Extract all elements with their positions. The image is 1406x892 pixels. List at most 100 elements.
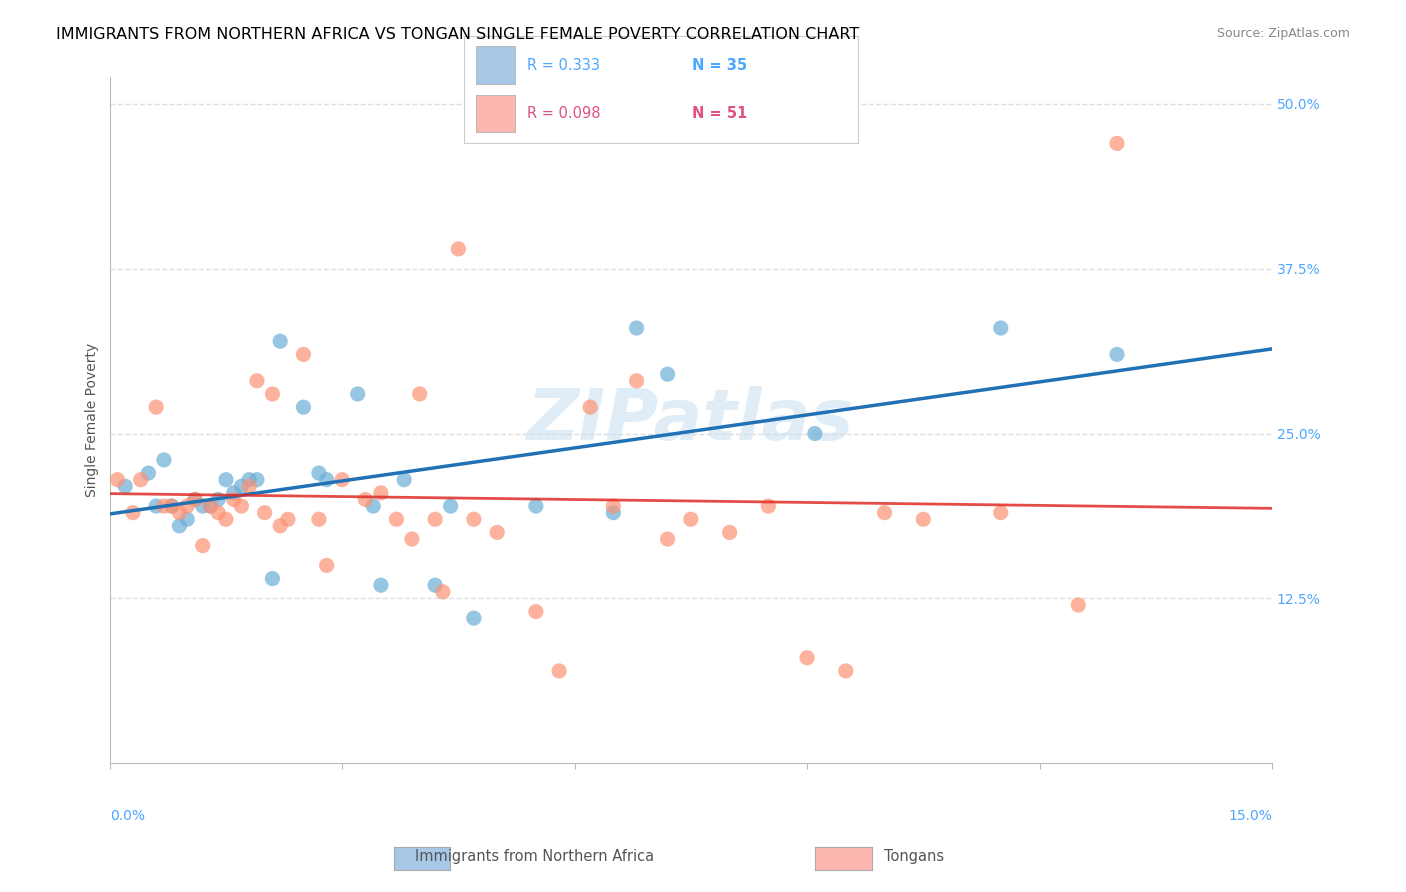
Point <box>912 512 935 526</box>
Point <box>262 387 284 401</box>
Text: Tongans: Tongans <box>884 849 943 863</box>
Point <box>990 321 1012 335</box>
Point <box>447 242 470 256</box>
Point <box>191 539 214 553</box>
Point <box>145 400 167 414</box>
Point <box>122 506 145 520</box>
Point <box>246 374 269 388</box>
Point <box>756 499 779 513</box>
Point <box>138 466 160 480</box>
Point <box>184 492 207 507</box>
Point <box>626 321 648 335</box>
Point <box>207 492 229 507</box>
Point <box>308 512 330 526</box>
Point <box>315 558 337 573</box>
Point <box>873 506 896 520</box>
Point <box>370 486 392 500</box>
Point <box>835 664 858 678</box>
Text: IMMIGRANTS FROM NORTHERN AFRICA VS TONGAN SINGLE FEMALE POVERTY CORRELATION CHAR: IMMIGRANTS FROM NORTHERN AFRICA VS TONGA… <box>56 27 859 42</box>
Text: ZIPatlas: ZIPatlas <box>527 386 855 455</box>
Point <box>169 506 191 520</box>
Point <box>385 512 408 526</box>
Point <box>990 506 1012 520</box>
Point <box>184 492 207 507</box>
Point <box>440 499 463 513</box>
Point <box>602 506 624 520</box>
Point <box>153 453 176 467</box>
Point <box>200 499 222 513</box>
Point <box>114 479 136 493</box>
Text: N = 35: N = 35 <box>692 58 748 73</box>
Point <box>463 611 485 625</box>
Point <box>215 473 238 487</box>
Point <box>176 499 198 513</box>
Point <box>361 499 384 513</box>
Point <box>169 519 191 533</box>
Text: R = 0.333: R = 0.333 <box>527 58 600 73</box>
Point <box>308 466 330 480</box>
Point <box>679 512 702 526</box>
Point <box>524 605 547 619</box>
Text: Source: ZipAtlas.com: Source: ZipAtlas.com <box>1216 27 1350 40</box>
Point <box>370 578 392 592</box>
Point <box>626 374 648 388</box>
Point <box>796 650 818 665</box>
Point <box>718 525 741 540</box>
Point <box>1105 136 1128 151</box>
Point <box>231 479 253 493</box>
Point <box>392 473 415 487</box>
Point <box>579 400 602 414</box>
FancyBboxPatch shape <box>475 95 515 132</box>
Point <box>262 572 284 586</box>
Point <box>315 473 337 487</box>
Point <box>486 525 509 540</box>
Point <box>160 499 183 513</box>
Text: Immigrants from Northern Africa: Immigrants from Northern Africa <box>415 849 654 863</box>
Point <box>292 400 315 414</box>
Text: N = 51: N = 51 <box>692 106 748 121</box>
Point <box>129 473 152 487</box>
Text: 0.0%: 0.0% <box>110 809 145 823</box>
Point <box>354 492 377 507</box>
Point <box>215 512 238 526</box>
Point <box>269 519 291 533</box>
Point <box>246 473 269 487</box>
Point <box>231 499 253 513</box>
Point <box>145 499 167 513</box>
Point <box>1105 347 1128 361</box>
Point <box>292 347 315 361</box>
Point <box>200 499 222 513</box>
Point <box>657 367 679 381</box>
FancyBboxPatch shape <box>475 46 515 84</box>
Point <box>548 664 571 678</box>
Point <box>330 473 353 487</box>
Point <box>463 512 485 526</box>
Point <box>176 512 198 526</box>
Point <box>253 506 276 520</box>
Point <box>207 506 229 520</box>
Point <box>238 479 260 493</box>
Point <box>277 512 299 526</box>
Point <box>1067 598 1090 612</box>
Point <box>524 499 547 513</box>
Point <box>238 473 260 487</box>
Point <box>657 532 679 546</box>
Point <box>602 499 624 513</box>
Text: 15.0%: 15.0% <box>1227 809 1272 823</box>
Point <box>107 473 129 487</box>
Point <box>222 486 245 500</box>
Point <box>804 426 827 441</box>
Text: R = 0.098: R = 0.098 <box>527 106 600 121</box>
Point <box>401 532 423 546</box>
Point <box>222 492 245 507</box>
Point <box>432 584 454 599</box>
Point <box>423 578 446 592</box>
Point <box>160 499 183 513</box>
Y-axis label: Single Female Poverty: Single Female Poverty <box>86 343 100 498</box>
Point <box>153 499 176 513</box>
Point <box>346 387 368 401</box>
Point <box>269 334 291 349</box>
Point <box>408 387 430 401</box>
Point <box>191 499 214 513</box>
Point <box>423 512 446 526</box>
